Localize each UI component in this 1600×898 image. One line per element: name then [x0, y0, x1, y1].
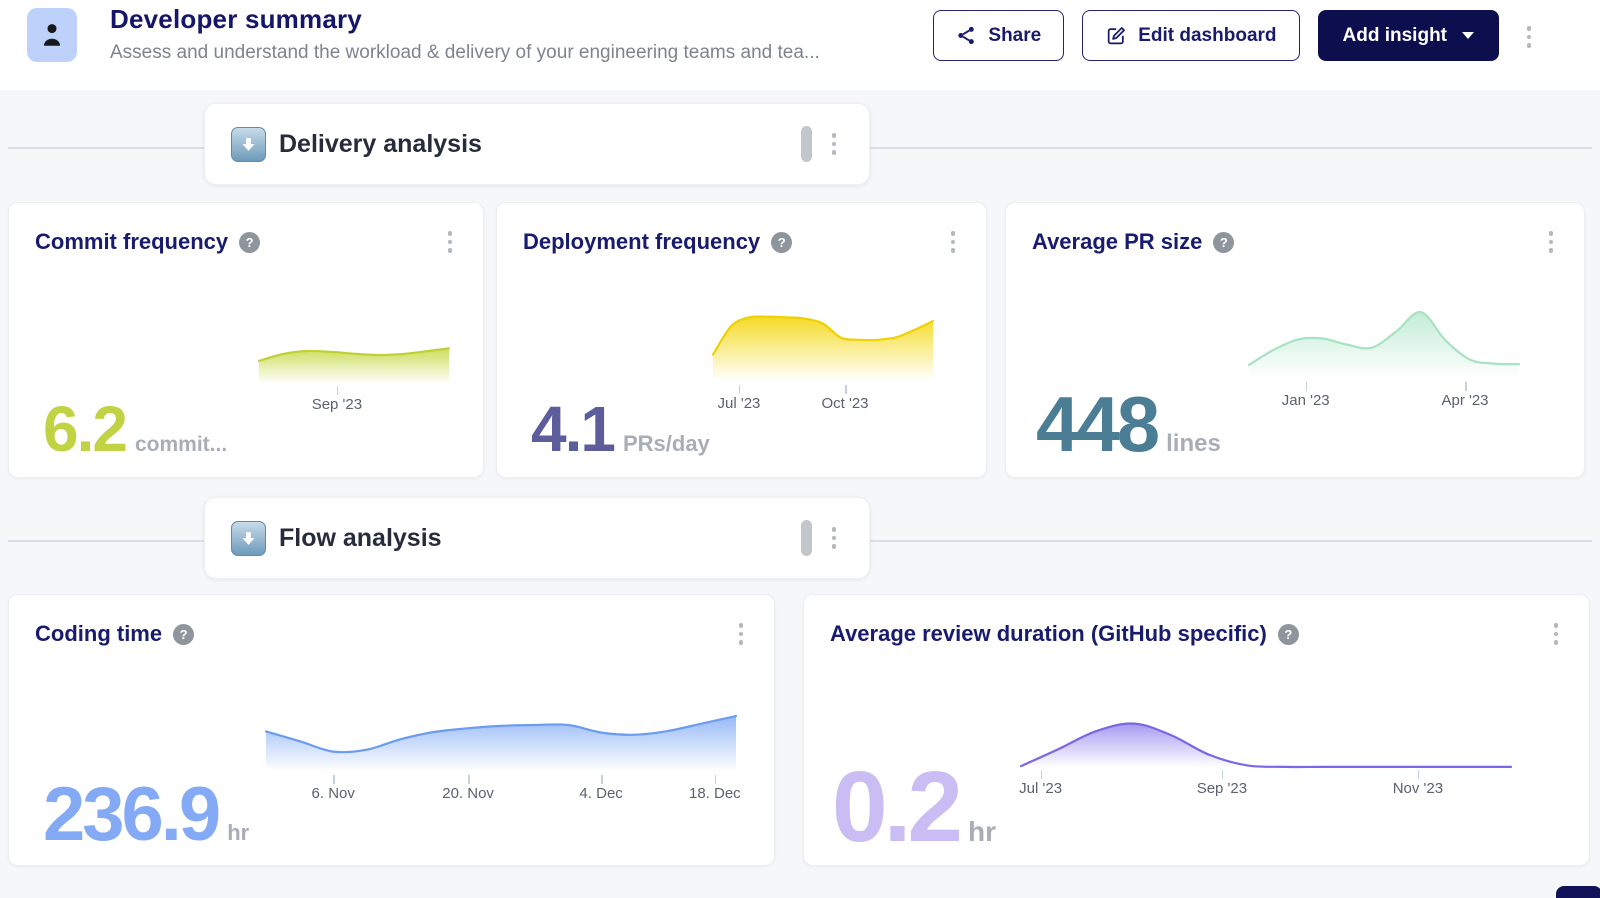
card-commit-frequency: Commit frequency ? 6.2 commit... Sep '23: [8, 202, 484, 478]
x-axis-tick-label: Sep '23: [312, 396, 362, 413]
help-icon[interactable]: ?: [1213, 232, 1234, 253]
header-kebab-menu[interactable]: [1520, 22, 1538, 52]
x-axis-tick-label: Jan '23: [1282, 392, 1330, 409]
card-title: Average review duration (GitHub specific…: [830, 621, 1267, 647]
metric-value: 4.1 PRs/day: [531, 397, 710, 461]
person-icon: [39, 20, 65, 50]
chevron-down-icon: [1462, 32, 1474, 39]
section-divider: [870, 147, 1592, 149]
down-arrow-emoji-icon: [231, 127, 266, 162]
x-axis-tick: [337, 386, 339, 395]
x-axis-tick: [1418, 770, 1420, 779]
x-axis-tick-label: Apr '23: [1441, 392, 1488, 409]
x-axis-tick: [333, 775, 335, 784]
down-arrow-emoji-icon: [231, 521, 266, 556]
card-kebab-menu[interactable]: [1547, 619, 1565, 649]
edit-dashboard-button-label: Edit dashboard: [1138, 25, 1276, 47]
card-average-review-duration: Average review duration (GitHub specific…: [803, 594, 1590, 866]
section-title: Delivery analysis: [279, 130, 482, 159]
x-axis-tick: [468, 775, 470, 784]
page-title: Developer summary: [110, 4, 820, 35]
card-deployment-frequency: Deployment frequency ? 4.1 PRs/day Jul '…: [496, 202, 987, 478]
x-axis-tick-label: 4. Dec: [579, 785, 622, 802]
help-icon[interactable]: ?: [771, 232, 792, 253]
edit-icon: [1105, 25, 1127, 47]
x-axis-tick: [845, 385, 847, 394]
avatar: [27, 8, 77, 62]
share-button[interactable]: Share: [933, 10, 1064, 61]
x-axis-tick: [739, 385, 741, 394]
metric-unit: hr: [227, 820, 249, 846]
deployment-frequency-sparkline: Jul '23 Oct '23: [713, 301, 933, 416]
coding-time-sparkline: 6. Nov20. Nov4. Dec18. Dec: [266, 710, 736, 806]
add-insight-button[interactable]: Add insight: [1318, 10, 1499, 61]
section-kebab-menu[interactable]: [825, 129, 843, 159]
card-kebab-menu[interactable]: [944, 227, 962, 257]
section-drag-handle[interactable]: [801, 520, 812, 556]
card-average-pr-size: Average PR size ? 448 lines Jan '23 Apr '…: [1005, 202, 1585, 478]
edit-dashboard-button[interactable]: Edit dashboard: [1082, 10, 1299, 61]
metric-unit: lines: [1166, 430, 1221, 458]
metric-value: 6.2 commit...: [43, 397, 227, 461]
x-axis-tick: [601, 775, 603, 784]
metric-value: 0.2 hr: [832, 757, 996, 857]
metric-value: 236.9 hr: [43, 777, 249, 853]
help-icon[interactable]: ?: [173, 624, 194, 645]
card-coding-time: Coding time ? 236.9 hr 6. Nov 20. Nov 4. D…: [8, 594, 775, 866]
section-divider: [8, 540, 204, 542]
x-axis-tick-label: Sep '23: [1197, 780, 1247, 797]
x-axis-tick: [1306, 382, 1308, 391]
commit-frequency-sparkline: Sep '23: [259, 341, 449, 417]
page-header: Developer summary Assess and understand …: [0, 0, 1600, 90]
help-icon[interactable]: ?: [1278, 624, 1299, 645]
x-axis-tick: [715, 775, 717, 784]
x-axis-tick-label: 20. Nov: [442, 785, 494, 802]
x-axis-tick-label: 18. Dec: [689, 785, 741, 802]
metric-unit: hr: [968, 816, 996, 848]
section-delivery-analysis: Delivery analysis: [204, 103, 870, 185]
card-title: Commit frequency: [35, 229, 228, 255]
card-kebab-menu[interactable]: [441, 227, 459, 257]
metric-unit: commit...: [135, 433, 227, 457]
x-axis-tick-label: 6. Nov: [312, 785, 355, 802]
card-title: Coding time: [35, 621, 162, 647]
share-button-label: Share: [988, 25, 1041, 47]
section-divider: [870, 540, 1592, 542]
average-pr-size-sparkline: Jan '23 Apr '23: [1249, 301, 1519, 413]
section-drag-handle[interactable]: [801, 126, 812, 162]
card-kebab-menu[interactable]: [1542, 227, 1560, 257]
x-axis-tick-label: Oct '23: [821, 395, 868, 412]
header-actions: Share Edit dashboard Add insight: [933, 10, 1499, 61]
add-insight-button-label: Add insight: [1343, 25, 1447, 47]
x-axis-tick: [1222, 770, 1224, 779]
x-axis-tick: [1041, 770, 1043, 779]
section-title: Flow analysis: [279, 524, 442, 553]
share-icon: [956, 25, 977, 46]
page-subtitle: Assess and understand the workload & del…: [110, 42, 820, 64]
help-icon[interactable]: ?: [239, 232, 260, 253]
x-axis-tick-label: Jul '23: [718, 395, 761, 412]
x-axis-tick-label: Nov '23: [1393, 780, 1443, 797]
x-axis-tick-label: Jul '23: [1019, 780, 1062, 797]
section-kebab-menu[interactable]: [825, 523, 843, 553]
card-title: Deployment frequency: [523, 229, 760, 255]
dashboard-page: Developer summary Assess and understand …: [0, 0, 1600, 898]
section-divider: [8, 147, 204, 149]
metric-value: 448 lines: [1036, 385, 1221, 463]
average-review-duration-sparkline: Jul '23 Sep '23 Nov '23: [1021, 715, 1511, 801]
cutoff-floating-element: [1556, 886, 1600, 898]
section-flow-analysis: Flow analysis: [204, 497, 870, 579]
metric-unit: PRs/day: [623, 431, 710, 457]
card-title: Average PR size: [1032, 229, 1202, 255]
card-kebab-menu[interactable]: [732, 619, 750, 649]
x-axis-tick: [1465, 382, 1467, 391]
